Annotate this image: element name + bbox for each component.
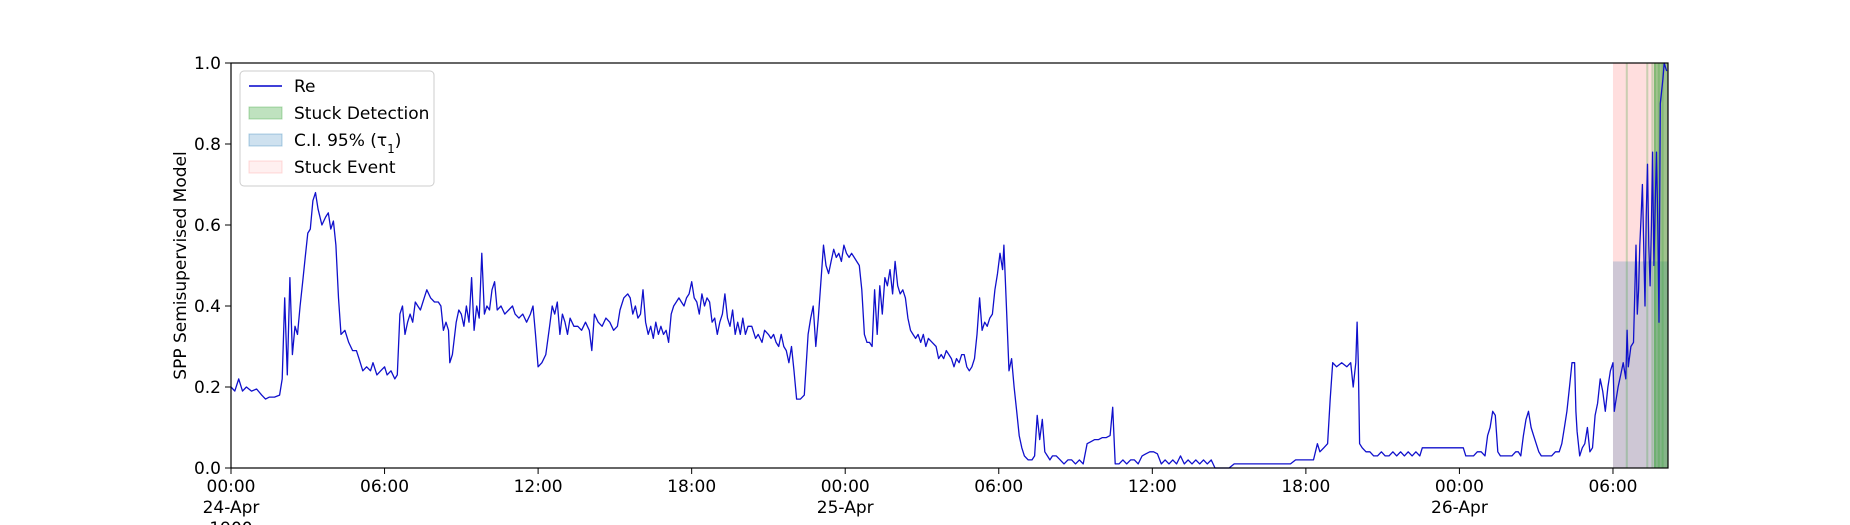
y-axis-label: SPP Semisupervised Model xyxy=(171,151,191,379)
stuck-detection-band-1 xyxy=(1646,63,1649,468)
stuck-detection-band-5 xyxy=(1661,63,1664,468)
x-tick-label-time: 00:00 xyxy=(207,477,256,497)
legend-swatch-patch xyxy=(248,160,283,174)
stuck-detection-band-0 xyxy=(1625,63,1628,468)
y-tick-label: 0.8 xyxy=(194,135,221,155)
legend-box xyxy=(239,70,435,187)
x-tick-label-year: 1900 xyxy=(209,519,252,525)
plot-area-frame xyxy=(230,62,1669,469)
legend-swatch-patch xyxy=(248,133,283,147)
x-tick-label-time: 00:00 xyxy=(821,477,870,497)
x-tick-label-date: 24-Apr xyxy=(203,498,260,518)
legend-label: Stuck Detection xyxy=(294,104,429,124)
legend-label: Stuck Event xyxy=(294,158,396,178)
y-tick-label: 0.2 xyxy=(194,378,221,398)
x-tick-label-time: 18:00 xyxy=(667,477,716,497)
x-tick-label-time: 06:00 xyxy=(360,477,409,497)
y-tick-label: 0.0 xyxy=(194,459,221,479)
x-tick-label-time: 06:00 xyxy=(1588,477,1637,497)
y-tick-label: 0.6 xyxy=(194,216,221,236)
x-tick-label-date: 25-Apr xyxy=(817,498,874,518)
y-tick-label: 0.4 xyxy=(194,297,221,317)
stuck-detection-region xyxy=(1653,63,1668,468)
x-tick-label-time: 00:00 xyxy=(1435,477,1484,497)
x-axis: 00:0024-Apr190006:0012:0018:0000:0025-Ap… xyxy=(203,468,1637,525)
legend-swatch-patch xyxy=(248,106,283,120)
x-tick-label-date: 26-Apr xyxy=(1431,498,1488,518)
stuck-detection-band-3 xyxy=(1653,63,1656,468)
legend-label: Re xyxy=(294,77,316,97)
y-axis: 0.0 0.2 0.4 0.6 0.8 1.0 xyxy=(194,54,231,479)
series-line-re xyxy=(230,62,1668,469)
x-tick-label-time: 06:00 xyxy=(974,477,1023,497)
legend-label-subscript: 1 xyxy=(387,142,395,156)
x-tick-label-time: 18:00 xyxy=(1281,477,1330,497)
x-tick-label-time: 12:00 xyxy=(514,477,563,497)
x-tick-label-time: 12:00 xyxy=(1128,477,1177,497)
y-tick-label: 1.0 xyxy=(194,54,221,74)
legend-label-suffix: ) xyxy=(395,131,402,151)
stuck-detection-band-2 xyxy=(1651,63,1654,468)
series-layer xyxy=(230,62,1668,469)
